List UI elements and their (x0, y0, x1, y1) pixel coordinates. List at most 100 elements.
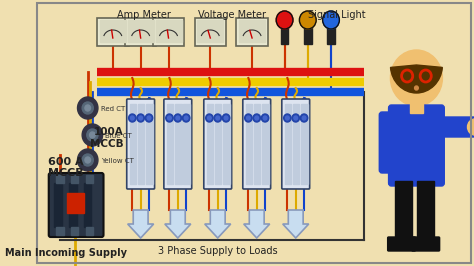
Circle shape (166, 114, 173, 122)
Polygon shape (128, 210, 154, 238)
FancyBboxPatch shape (153, 18, 184, 46)
Text: Yellow CT: Yellow CT (101, 158, 134, 164)
Circle shape (415, 86, 418, 90)
Text: Amp Meter: Amp Meter (117, 10, 170, 20)
Circle shape (246, 116, 250, 120)
Circle shape (146, 114, 153, 122)
Circle shape (78, 97, 98, 119)
Text: 600 A: 600 A (48, 157, 83, 167)
Text: 100A
MCCB: 100A MCCB (91, 127, 124, 149)
Bar (293, 104, 300, 184)
FancyBboxPatch shape (412, 237, 440, 251)
Bar (69, 183, 77, 227)
Circle shape (276, 11, 293, 29)
FancyBboxPatch shape (164, 99, 191, 189)
Bar (84, 183, 91, 227)
Bar (281, 22, 288, 44)
Circle shape (301, 114, 308, 122)
Text: MCCB: MCCB (48, 168, 83, 178)
Bar (207, 104, 213, 184)
Bar (100, 20, 126, 42)
Bar (395, 181, 412, 241)
Bar (67, 193, 84, 213)
Circle shape (214, 114, 221, 122)
Bar (71, 227, 78, 235)
Circle shape (294, 116, 298, 120)
Circle shape (208, 116, 211, 120)
Bar (138, 104, 145, 184)
Bar (223, 104, 230, 184)
Bar (56, 227, 64, 235)
Text: Signal Light: Signal Light (308, 10, 365, 20)
Polygon shape (205, 210, 231, 238)
FancyBboxPatch shape (125, 18, 156, 46)
FancyBboxPatch shape (127, 99, 155, 189)
Bar (175, 104, 182, 184)
FancyBboxPatch shape (243, 99, 271, 189)
FancyBboxPatch shape (49, 173, 103, 237)
Circle shape (323, 11, 339, 29)
Circle shape (147, 116, 151, 120)
Circle shape (224, 116, 228, 120)
Bar (301, 104, 308, 184)
Circle shape (87, 129, 98, 141)
Polygon shape (283, 210, 309, 238)
Bar (410, 103, 423, 113)
Circle shape (176, 116, 180, 120)
FancyBboxPatch shape (388, 237, 416, 251)
Bar (418, 181, 434, 241)
Bar (155, 20, 182, 42)
Wedge shape (391, 65, 442, 93)
Text: 3 Phase Supply to Loads: 3 Phase Supply to Loads (158, 246, 278, 256)
Bar (246, 104, 252, 184)
Bar (71, 175, 78, 183)
Circle shape (216, 116, 219, 120)
Circle shape (182, 114, 190, 122)
FancyBboxPatch shape (237, 18, 268, 46)
Circle shape (174, 114, 182, 122)
Bar (128, 20, 154, 42)
Circle shape (292, 114, 300, 122)
Circle shape (283, 114, 291, 122)
Bar (284, 104, 291, 184)
Circle shape (82, 102, 93, 114)
FancyBboxPatch shape (282, 99, 310, 189)
Bar (239, 20, 265, 42)
Circle shape (139, 116, 143, 120)
Bar (167, 104, 173, 184)
FancyBboxPatch shape (434, 117, 474, 137)
Polygon shape (244, 210, 270, 238)
Bar (55, 183, 62, 227)
Circle shape (85, 105, 91, 111)
Circle shape (302, 116, 306, 120)
Circle shape (90, 132, 95, 138)
Circle shape (222, 114, 230, 122)
Bar (86, 175, 93, 183)
Circle shape (245, 114, 252, 122)
Circle shape (128, 114, 136, 122)
Bar (56, 175, 64, 183)
FancyBboxPatch shape (204, 99, 232, 189)
FancyBboxPatch shape (379, 112, 398, 173)
Circle shape (253, 114, 260, 122)
Circle shape (263, 116, 267, 120)
Circle shape (78, 149, 98, 171)
Bar (254, 104, 260, 184)
Circle shape (130, 116, 134, 120)
Text: Blue CT: Blue CT (105, 133, 132, 139)
Bar (327, 22, 335, 44)
FancyBboxPatch shape (389, 105, 444, 186)
Bar (146, 104, 153, 184)
Polygon shape (165, 210, 191, 238)
Circle shape (255, 116, 259, 120)
FancyBboxPatch shape (97, 18, 128, 46)
Bar (86, 227, 93, 235)
Circle shape (285, 116, 289, 120)
Circle shape (82, 124, 102, 146)
Circle shape (184, 116, 188, 120)
Text: Main Incoming Supply: Main Incoming Supply (5, 248, 128, 258)
Bar (262, 104, 269, 184)
Circle shape (391, 50, 442, 106)
Circle shape (168, 116, 171, 120)
Bar (183, 104, 190, 184)
